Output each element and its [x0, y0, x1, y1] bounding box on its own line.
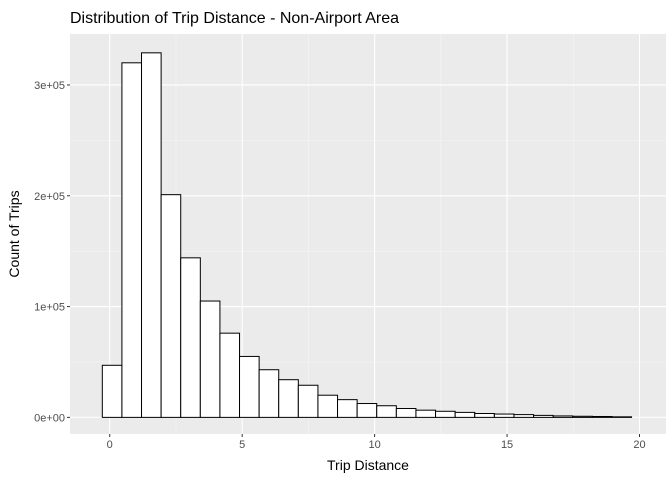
- y-axis-title: Count of Trips: [6, 190, 22, 277]
- x-axis-ticks: 0 5 10 15 20: [107, 434, 646, 451]
- histogram-bar: [552, 415, 574, 418]
- histogram-bar: [239, 355, 260, 418]
- y-tick-label: 3e+05: [34, 80, 65, 92]
- histogram-bar: [572, 415, 593, 418]
- histogram-bar: [337, 399, 358, 418]
- histogram-bar: [435, 410, 456, 418]
- histogram-bar: [180, 257, 201, 418]
- y-axis-ticks: 0e+00 1e+05 2e+05 3e+05: [34, 80, 70, 424]
- histogram-bar: [101, 364, 123, 418]
- histogram-bar: [513, 414, 535, 418]
- y-tick-label: 0e+00: [34, 412, 65, 424]
- histogram-bars: [101, 52, 633, 418]
- y-tick-label: 2e+05: [34, 191, 65, 203]
- histogram-bar: [121, 62, 143, 418]
- x-tick-label: 20: [633, 439, 645, 451]
- histogram-bar: [356, 403, 378, 418]
- histogram-bar: [317, 394, 339, 418]
- histogram-bar: [415, 409, 437, 418]
- histogram-bar: [591, 415, 613, 418]
- x-tick-label: 10: [368, 439, 380, 451]
- histogram-bar: [278, 379, 299, 418]
- histogram-bar: [141, 52, 162, 418]
- histogram-bar: [376, 405, 397, 418]
- chart-title: Distribution of Trip Distance - Non-Airp…: [70, 10, 399, 27]
- histogram-bar: [474, 413, 495, 418]
- x-tick-label: 15: [501, 439, 513, 451]
- histogram-bar: [611, 416, 633, 418]
- x-tick-label: 0: [107, 439, 113, 451]
- x-axis-title: Trip Distance: [327, 457, 409, 473]
- histogram-bar: [160, 194, 182, 418]
- y-tick-label: 1e+05: [34, 302, 65, 314]
- histogram-bar: [454, 411, 476, 418]
- histogram-bar: [219, 332, 241, 418]
- x-tick-label: 5: [239, 439, 245, 451]
- histogram-bar: [297, 384, 319, 418]
- histogram-bar: [493, 413, 515, 418]
- histogram-bar: [533, 414, 554, 418]
- histogram-bar: [395, 408, 417, 418]
- histogram-bar: [258, 369, 280, 418]
- histogram-bar: [199, 300, 221, 418]
